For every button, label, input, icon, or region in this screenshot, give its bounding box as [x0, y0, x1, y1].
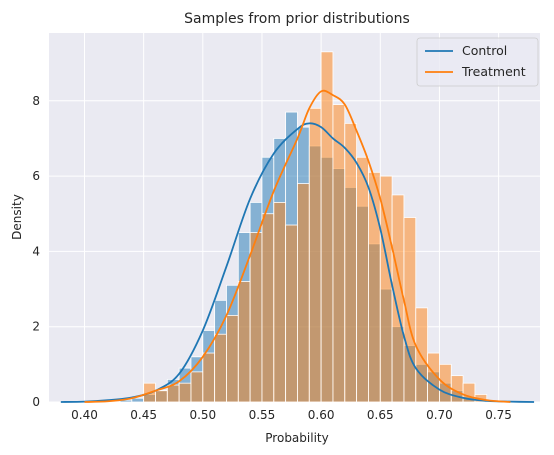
histogram-bar-treatment	[203, 353, 215, 402]
y-tick-labels: 0 2 4 6 8	[32, 94, 40, 409]
histogram-bar-treatment	[439, 364, 451, 402]
x-tick-label: 0.45	[130, 408, 157, 422]
x-tick-label: 0.50	[189, 408, 216, 422]
histogram-bar-treatment	[380, 176, 392, 402]
x-axis-title: Probability	[265, 431, 328, 445]
legend-label-control: Control	[462, 43, 507, 58]
histogram-bar-treatment	[179, 383, 191, 402]
histogram-bar-treatment	[309, 108, 321, 402]
y-axis-title: Density	[10, 194, 24, 240]
legend: Control Treatment	[417, 38, 538, 86]
x-tick-label: 0.65	[367, 408, 394, 422]
histogram-bar-treatment	[238, 282, 250, 402]
x-tick-label: 0.75	[485, 408, 512, 422]
histogram-bar-treatment	[333, 105, 345, 402]
chart-title: Samples from prior distributions	[184, 11, 410, 27]
histogram-bar-treatment	[297, 184, 309, 402]
histogram-bar-treatment	[392, 195, 404, 402]
histogram-bar-treatment	[262, 214, 274, 402]
x-tick-label: 0.55	[249, 408, 276, 422]
histogram-bar-treatment	[416, 308, 428, 402]
x-tick-labels: 0.40 0.45 0.50 0.55 0.60 0.65 0.70 0.75	[71, 408, 512, 422]
histogram-bar-treatment	[191, 372, 203, 402]
histogram-bar-treatment	[345, 123, 357, 402]
y-tick-label: 8	[32, 94, 40, 108]
histogram-bar-treatment	[155, 391, 167, 402]
y-tick-label: 6	[32, 169, 40, 183]
histogram-bar-treatment	[357, 157, 369, 402]
histogram-bar-treatment	[321, 52, 333, 402]
x-tick-label: 0.60	[308, 408, 335, 422]
x-tick-label: 0.40	[71, 408, 98, 422]
y-tick-label: 4	[32, 244, 40, 258]
histogram-bar-treatment	[274, 202, 286, 402]
y-tick-label: 2	[32, 320, 40, 334]
y-tick-label: 0	[32, 395, 40, 409]
histogram-bar-control	[132, 398, 144, 402]
histogram-bar-treatment	[286, 225, 298, 402]
legend-label-treatment: Treatment	[461, 64, 526, 79]
histogram-bar-treatment	[226, 315, 238, 402]
histogram-bar-treatment	[215, 334, 227, 402]
histogram-bar-treatment	[250, 233, 262, 402]
histogram-bar-treatment	[167, 385, 179, 402]
x-tick-label: 0.70	[426, 408, 453, 422]
